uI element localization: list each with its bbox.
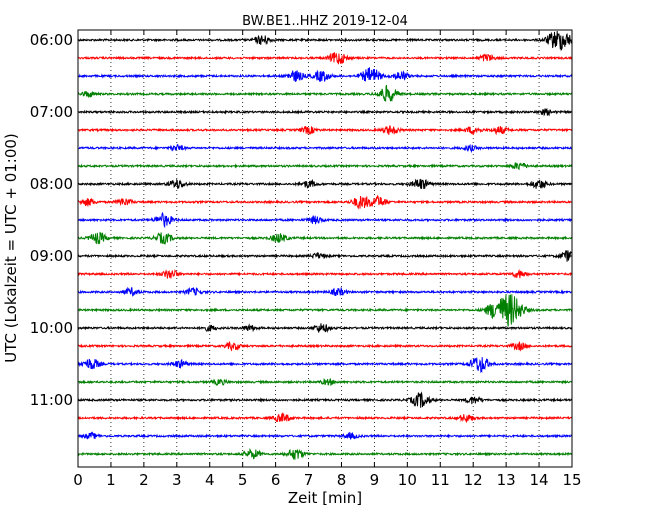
x-tick-label: 9 xyxy=(370,471,380,489)
y-tick-label: 08:00 xyxy=(30,175,73,193)
trace-0745 xyxy=(77,162,573,171)
trace-0845 xyxy=(77,231,573,245)
trace-1000 xyxy=(77,323,573,333)
x-tick-label: 4 xyxy=(205,471,215,489)
trace-1145 xyxy=(77,447,573,460)
x-tick-label: 11 xyxy=(431,471,450,489)
trace-1100 xyxy=(77,391,573,408)
x-tick-label: 5 xyxy=(238,471,248,489)
y-tick-label: 11:00 xyxy=(30,391,73,409)
x-tick-label: 6 xyxy=(271,471,281,489)
trace-0815 xyxy=(77,194,573,210)
trace-0645 xyxy=(77,84,573,102)
trace-1030 xyxy=(77,357,573,374)
x-tick-label: 7 xyxy=(304,471,314,489)
x-tick-label: 14 xyxy=(530,471,549,489)
x-tick-label: 2 xyxy=(139,471,149,489)
y-tick-label: 07:00 xyxy=(30,103,73,121)
x-tick-label: 1 xyxy=(106,471,116,489)
trace-0715 xyxy=(77,125,573,136)
x-tick-label: 10 xyxy=(398,471,417,489)
trace-0615 xyxy=(77,52,573,65)
trace-0830 xyxy=(77,211,573,229)
y-tick-label: 09:00 xyxy=(30,247,73,265)
trace-0600 xyxy=(77,31,573,52)
trace-0730 xyxy=(77,143,573,154)
x-tick-label: 12 xyxy=(464,471,483,489)
trace-0930 xyxy=(77,286,573,297)
trace-0800 xyxy=(77,178,573,189)
trace-1045 xyxy=(77,378,573,387)
y-axis-label: UTC (Lokalzeit = UTC + 01:00) xyxy=(2,133,20,363)
y-tick-label: 10:00 xyxy=(30,319,73,337)
trace-0630 xyxy=(77,67,573,82)
grid-lines xyxy=(110,30,540,467)
x-tick-label: 15 xyxy=(562,471,581,489)
x-tick-label: 3 xyxy=(172,471,182,489)
y-tick-label: 06:00 xyxy=(30,31,73,49)
x-axis-label: Zeit [min] xyxy=(288,489,362,507)
trace-0900 xyxy=(77,250,573,262)
trace-1130 xyxy=(77,431,573,440)
chart-title: BW.BE1..HHZ 2019-12-04 xyxy=(242,14,408,29)
trace-0915 xyxy=(77,268,573,279)
trace-0945 xyxy=(77,294,573,327)
x-tick-label: 13 xyxy=(497,471,516,489)
x-axis-ticks: 0 1 2 3 4 5 6 7 8 9 10 11 12 13 14 15 xyxy=(73,30,582,489)
seismic-traces xyxy=(77,31,573,460)
x-tick-label: 8 xyxy=(337,471,347,489)
trace-1115 xyxy=(77,412,573,424)
plot-frame xyxy=(77,29,573,468)
trace-1015 xyxy=(77,340,573,352)
y-axis-ticks: 06:00 07:00 08:00 09:00 10:00 11:00 xyxy=(30,31,572,409)
trace-0700 xyxy=(77,107,573,117)
x-tick-label: 0 xyxy=(73,471,83,489)
